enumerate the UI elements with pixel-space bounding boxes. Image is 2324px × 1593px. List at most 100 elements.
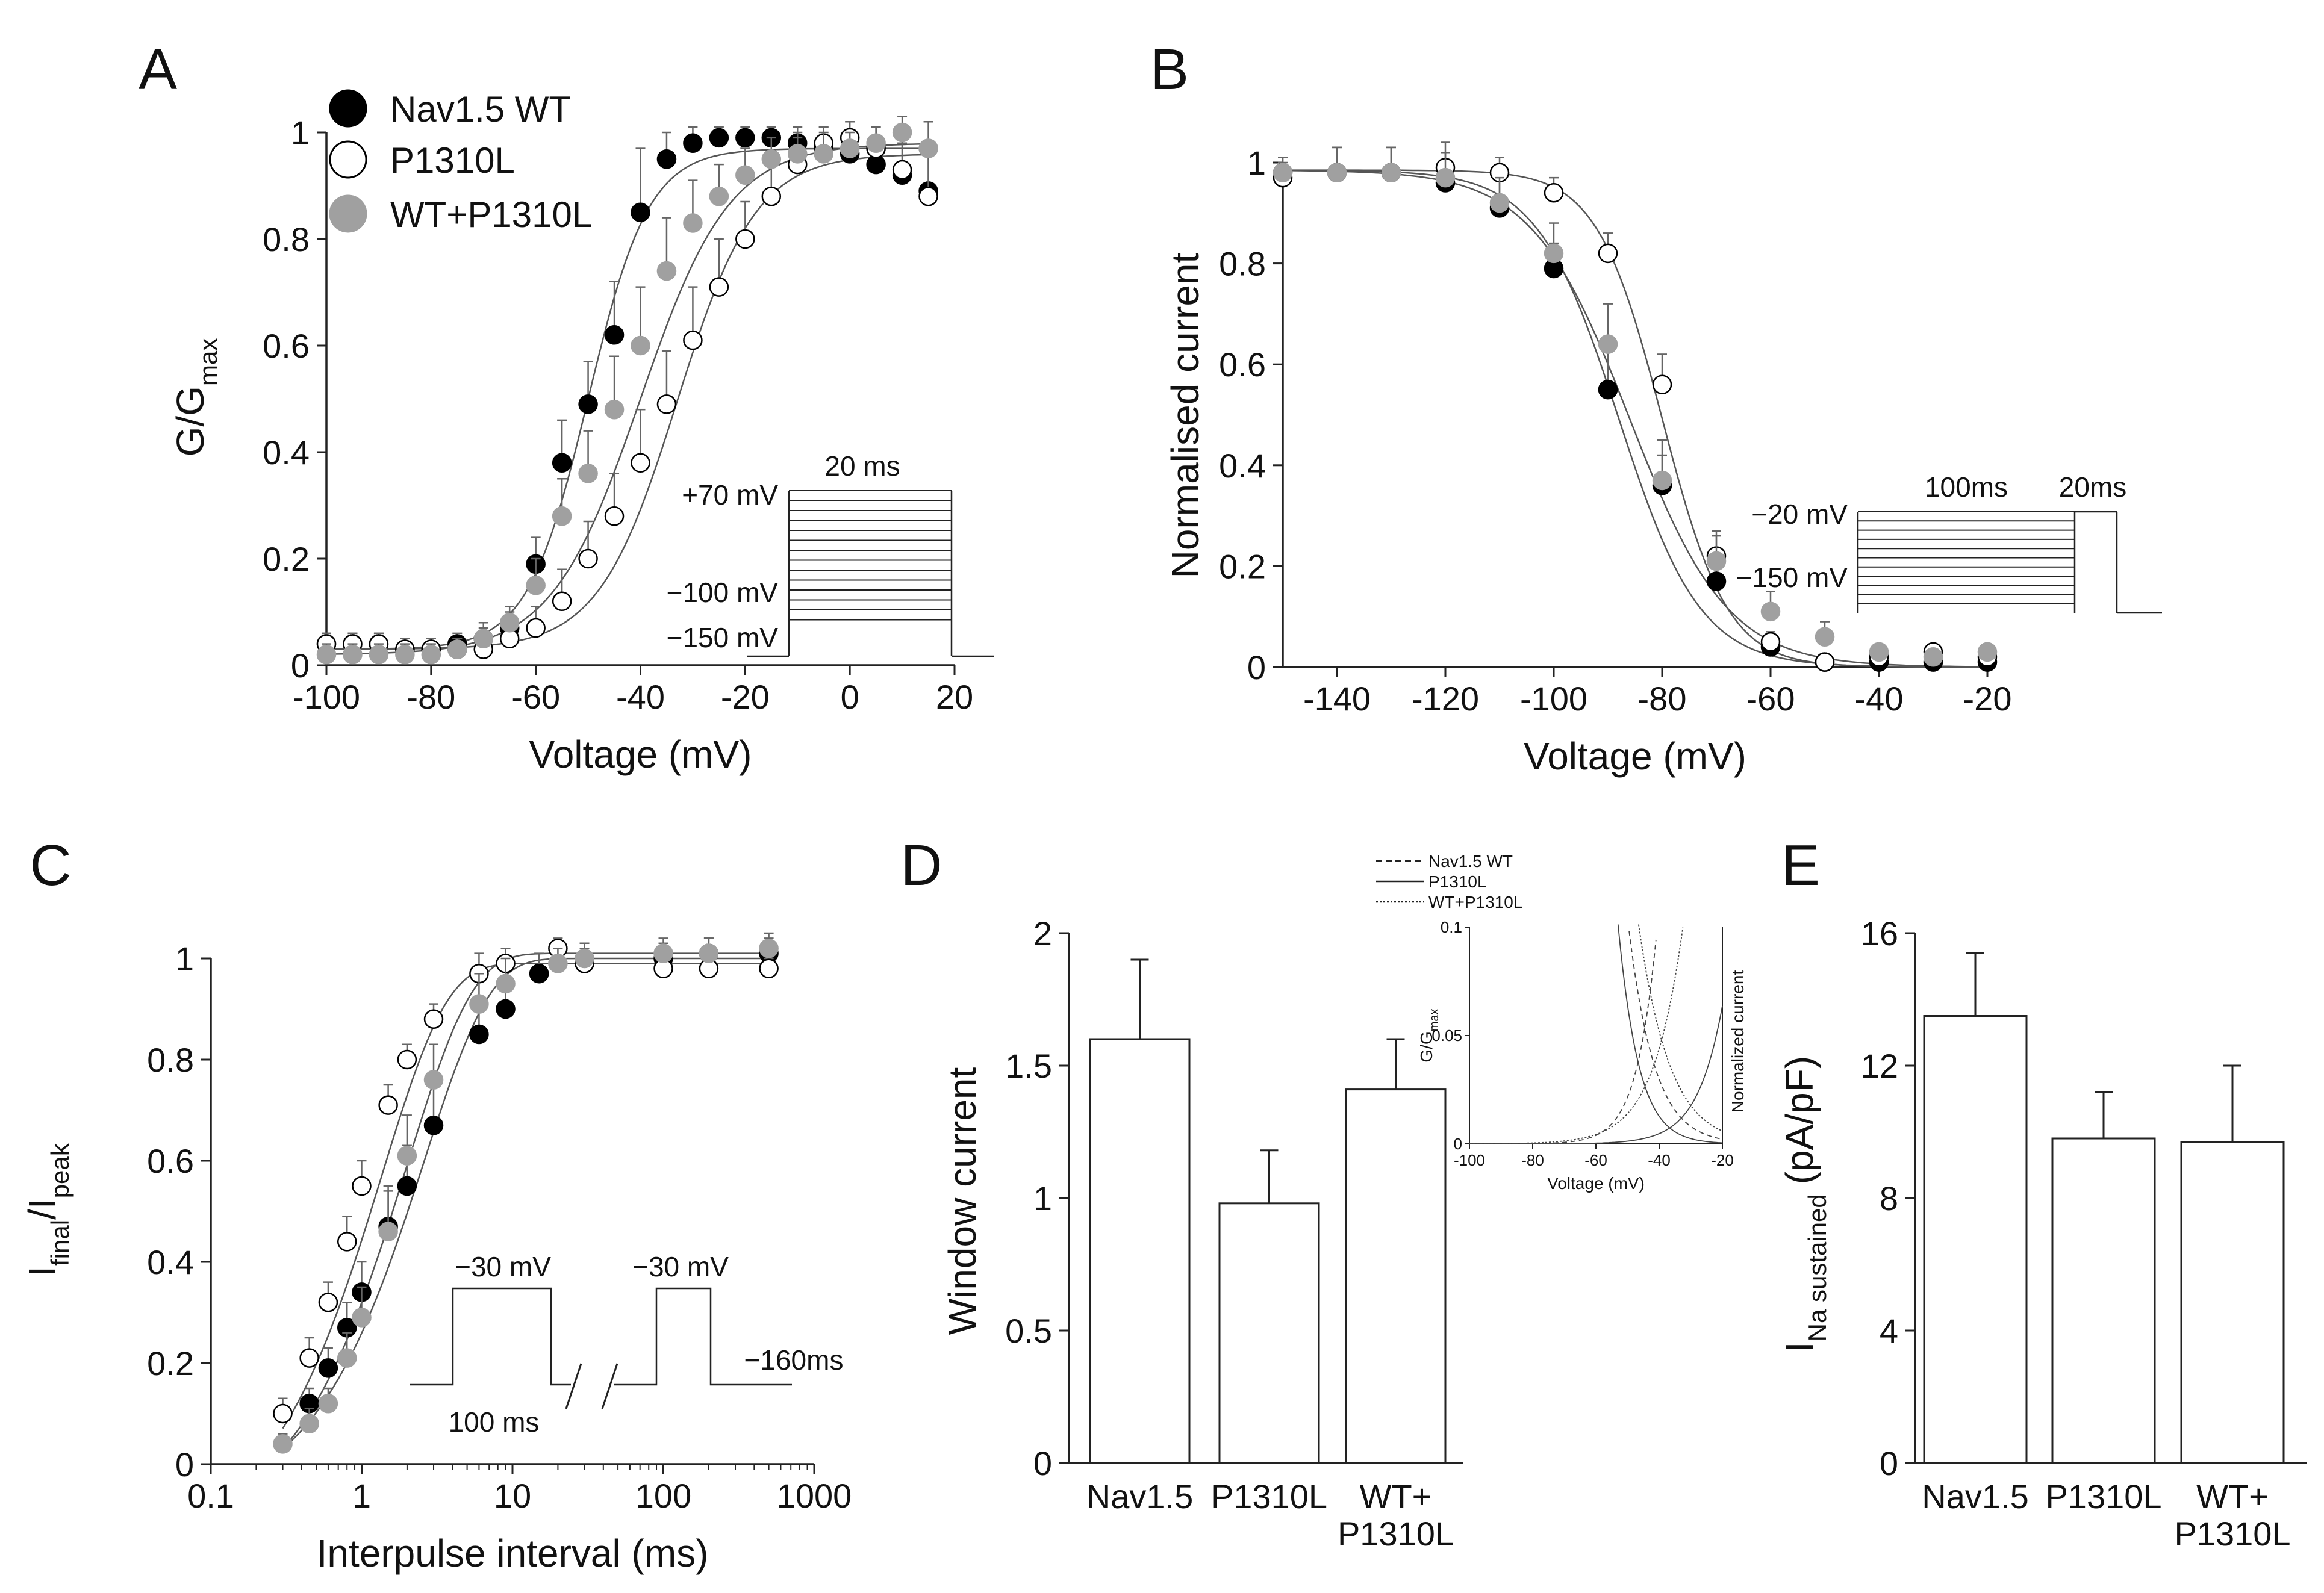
e-bar: [2051, 1137, 2156, 1464]
b-protocol-test-duration: 20ms: [2059, 471, 2126, 503]
c-series-1-point: [318, 1358, 338, 1378]
a-series-3-point: [892, 122, 912, 143]
b-fit-curve-2: [1283, 169, 1987, 668]
b-series-3-point: [1923, 647, 1943, 667]
a-legend-label: WT+P1310L: [390, 194, 592, 235]
a-legend-label: P1310L: [390, 140, 515, 181]
b-x-tick-label: -60: [1746, 680, 1795, 718]
a-protocol-level-bottom: −150 mV: [667, 622, 779, 653]
b-x-tick-label: -80: [1638, 680, 1687, 718]
d-inset-x-label: Voltage (mV): [1547, 1174, 1645, 1193]
d-y-tick-label: 0.5: [1005, 1312, 1052, 1350]
a-y-tick-label: 0.6: [263, 327, 310, 365]
b-series-1-point: [1598, 379, 1618, 400]
a-y-tick-label: 1: [291, 114, 310, 152]
a-series-3-point: [709, 186, 729, 206]
c-series-3-point: [273, 1434, 293, 1454]
d-inset-y-tick-label: 0.05: [1431, 1026, 1462, 1045]
d-inset-y-label-sub: max: [1428, 1008, 1441, 1031]
a-series-3-point: [369, 645, 389, 665]
a-x-tick-label: -100: [293, 678, 360, 716]
a-series-3-point: [656, 261, 677, 281]
c-protocol-duration: 100 ms: [449, 1406, 540, 1438]
panel-a: A -100 -80 -60 -40 -20 0 20 0 0.2 0.4 0.6 0.8 1 Voltag…: [139, 37, 994, 776]
e-bar-category-label: P1310L: [2174, 1515, 2290, 1553]
a-series-1-point: [631, 202, 650, 222]
a-x-tick-label: -60: [511, 678, 560, 716]
d-bar-category-label: Nav1.5: [1086, 1477, 1193, 1515]
b-series-3-point: [1435, 167, 1456, 188]
c-y-tick-label: 0.8: [147, 1041, 194, 1079]
a-protocol-duration: 20 ms: [824, 450, 900, 482]
c-series-2-point: [299, 1348, 319, 1368]
c-x-tick-label: 10: [494, 1477, 531, 1515]
a-y-tick-label: 0.4: [263, 433, 310, 471]
d-inset-activation-curve-3: [1469, 927, 1684, 1144]
b-series-3-point: [1977, 642, 1998, 662]
a-series-3-point: [343, 645, 363, 665]
b-x-tick-label: -100: [1520, 680, 1587, 718]
b-protocol-level-bottom: −150 mV: [1736, 562, 1848, 593]
c-series-2-point: [378, 1095, 398, 1115]
b-fit-curve-1: [1283, 169, 1987, 668]
b-series-3-point: [1381, 163, 1401, 183]
e-bar: [1923, 1015, 2028, 1464]
a-series-1-point: [735, 128, 755, 148]
b-series-2-point: [1652, 374, 1672, 394]
c-series-1-point: [423, 1115, 444, 1135]
c-series-1-point: [397, 1176, 417, 1196]
a-series-2-point: [918, 186, 938, 206]
d-inset-chart: -100 -80 -60 -40 -20 0 0.05 0.1 Voltage (mV) G/Gm…: [1417, 918, 1747, 1193]
d-y-tick-label: 1: [1033, 1179, 1052, 1217]
b-x-tick-label: -20: [1963, 680, 2012, 718]
a-series-3-point: [814, 144, 833, 164]
c-series-3-point: [423, 1070, 444, 1090]
d-bar: [1218, 1202, 1320, 1464]
d-legend-label: WT+P1310L: [1428, 893, 1522, 911]
e-y-tick-label: 8: [1880, 1179, 1898, 1217]
c-series-3-point: [318, 1393, 338, 1414]
c-series-2-point: [423, 1009, 444, 1029]
c-series-3-point: [469, 994, 489, 1014]
e-bar: [2180, 1141, 2285, 1464]
a-legend-marker: [329, 89, 367, 128]
a-y-axis-label: G/Gmax: [169, 338, 222, 457]
d-inset-x-tick-label: -40: [1648, 1151, 1671, 1169]
a-y-tick-label: 0.8: [263, 220, 310, 258]
c-series-2-point: [337, 1232, 357, 1252]
b-x-axis-label: Voltage (mV): [1524, 734, 1746, 778]
c-series-3-point: [352, 1308, 372, 1328]
c-series-3-point: [378, 1222, 398, 1241]
d-legend-label: P1310L: [1428, 872, 1487, 891]
e-y-tick-label: 0: [1880, 1444, 1898, 1482]
c-y-label-mid: /I: [20, 1198, 64, 1220]
a-series-3-point: [683, 213, 703, 233]
a-series-3-point: [526, 576, 546, 595]
b-series-3-point: [1273, 163, 1293, 183]
c-protocol-level-hold: −160ms: [744, 1344, 844, 1376]
a-series-3-point: [918, 138, 938, 158]
c-y-tick-label: 0.2: [147, 1344, 194, 1382]
c-x-tick-label: 1000: [777, 1477, 852, 1515]
a-legend-marker: [329, 194, 367, 233]
c-y-tick-label: 0.6: [147, 1142, 194, 1180]
c-series-1-point: [529, 963, 549, 984]
a-voltage-protocol: 20 ms +70 mV −100 mV −150 mV: [667, 450, 994, 657]
a-series-1-point: [578, 394, 598, 414]
e-y-label-unit: (pA/pF): [1778, 1056, 1821, 1184]
a-series-2-point: [526, 618, 546, 638]
a-series-2-point: [552, 591, 572, 612]
b-y-tick-label: 0: [1247, 648, 1266, 686]
panel-letter-d: D: [900, 833, 942, 898]
c-protocol-break: [601, 1363, 618, 1409]
b-protocol-prepulse-duration: 100ms: [1925, 471, 2008, 503]
c-protocol-pulse2: [614, 1287, 792, 1386]
a-series-2-point: [631, 453, 650, 473]
d-inset-activation-curve-2: [1469, 1005, 1723, 1144]
b-y-tick-label: 0.6: [1219, 346, 1266, 384]
a-series-3-point: [761, 149, 782, 169]
c-series-3-point: [496, 974, 516, 994]
a-series-2-point: [761, 186, 782, 206]
